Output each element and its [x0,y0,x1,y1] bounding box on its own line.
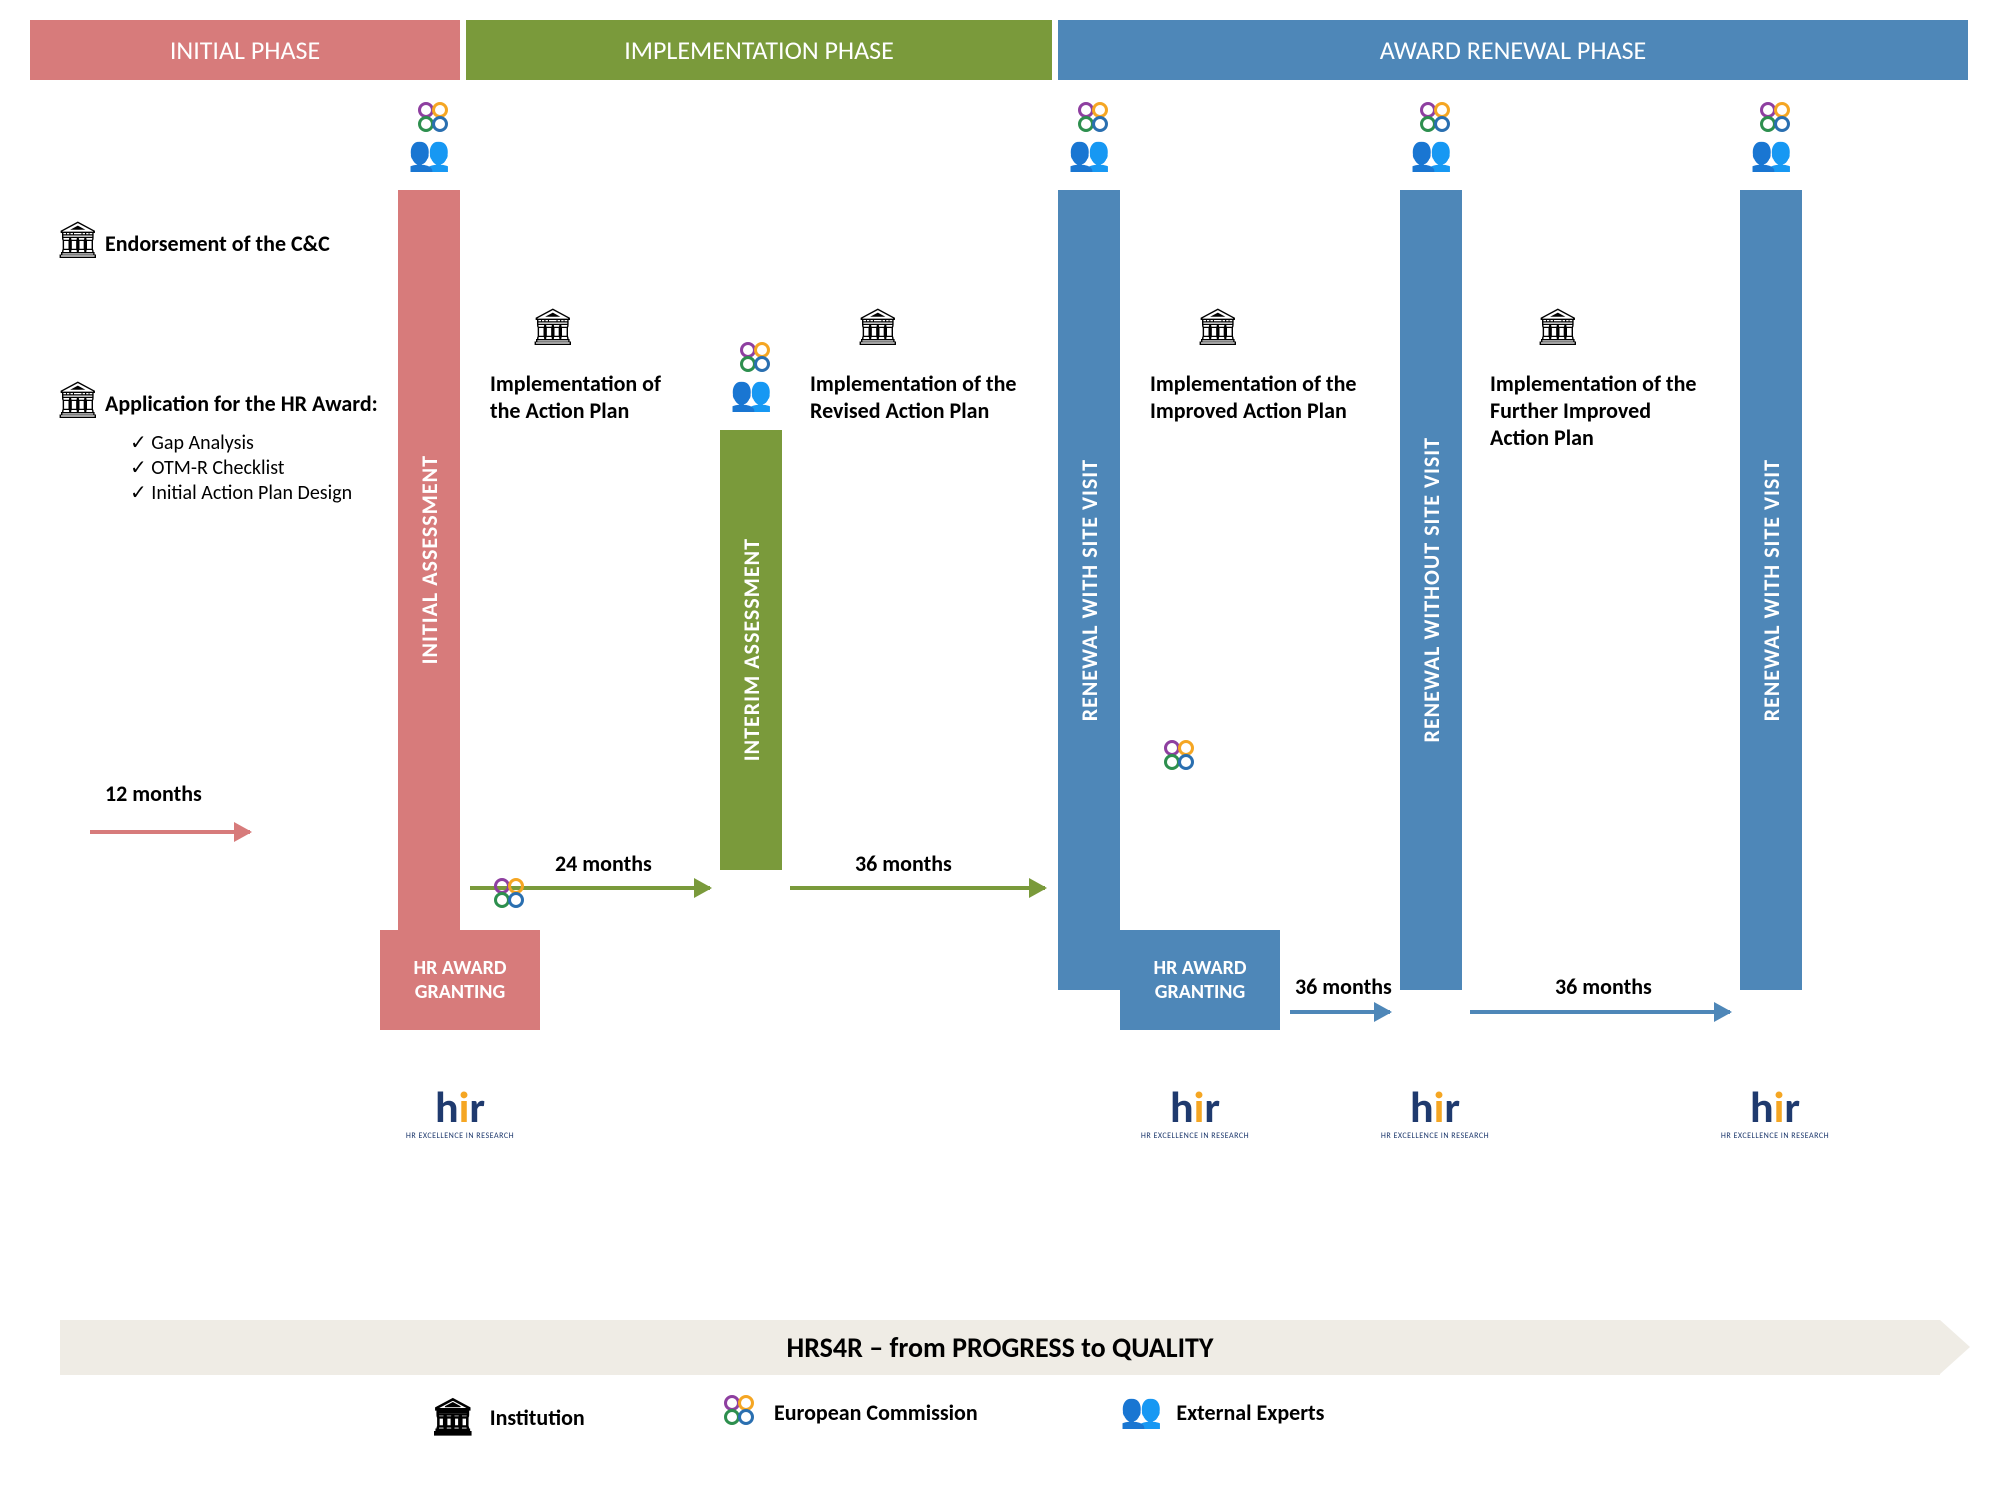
institution-icon: 🏛 [855,305,901,349]
bar-label: RENEWAL WITH SITE VISIT [1758,459,1785,721]
experts-cluster-icon: 👥 [1742,110,1802,180]
experts-cluster-icon: 👥 [722,350,782,420]
hr-logo-sub: HR EXCELLENCE IN RESEARCH [1380,1131,1490,1141]
check-item: OTM-R Checklist [130,455,352,480]
bar-interim-assessment: INTERIM ASSESSMENT [720,430,782,870]
endorsement-text: Endorsement of the C&C [105,230,330,257]
experts-cluster-icon: 👥 [1402,110,1462,180]
hr-award-granting-1: HR AWARD GRANTING [380,930,540,1030]
bar-label: INTERIM ASSESSMENT [738,538,765,761]
ec-circles-icon [490,878,530,912]
check-item: Initial Action Plan Design [130,480,352,505]
duration-24m: 24 months [555,850,652,877]
institution-icon: 🏛 [1195,305,1241,349]
bar-label: RENEWAL WITHOUT SITE VISIT [1418,437,1445,742]
hr-award-granting-2: HR AWARD GRANTING [1120,930,1280,1030]
institution-icon: 🏛 [55,218,101,262]
hr-logo-sub: HR EXCELLENCE IN RESEARCH [1140,1131,1250,1141]
legend-institution: 🏛 Institution [430,1395,585,1439]
check-item: Gap Analysis [130,430,352,455]
hr-excellence-logo: hir HR EXCELLENCE IN RESEARCH [405,1090,515,1141]
impl-text-1: Implementation of the Action Plan [490,370,690,424]
bar-renewal-no-site-visit: RENEWAL WITHOUT SITE VISIT [1400,190,1462,990]
legend-label: Institution [490,1404,585,1431]
institution-icon: 🏛 [1535,305,1581,349]
duration-36m-2: 36 months [1295,973,1392,1000]
bar-renewal-site-visit-2: RENEWAL WITH SITE VISIT [1740,190,1802,990]
impl-text-2: Implementation of the Revised Action Pla… [810,370,1020,424]
bar-label: RENEWAL WITH SITE VISIT [1076,459,1103,721]
people-icon: 👥 [1410,138,1452,172]
impl-text-4: Implementation of the Further Improved A… [1490,370,1710,451]
duration-36m-1: 36 months [855,850,952,877]
ec-circles-icon [414,102,454,136]
hr-logo-sub: HR EXCELLENCE IN RESEARCH [1720,1131,1830,1141]
impl-text-3: Implementation of the Improved Action Pl… [1150,370,1370,424]
ec-circles-icon [1756,102,1796,136]
people-icon: 👥 [408,138,450,172]
hr-logo-sub: HR EXCELLENCE IN RESEARCH [405,1131,515,1141]
ec-circles-icon [1074,102,1114,136]
arrow-36m-a [790,886,1045,890]
application-checklist: Gap Analysis OTM-R Checklist Initial Act… [130,430,352,505]
legend-label: European Commission [774,1399,978,1426]
phase-header-initial: INITIAL PHASE [30,20,460,80]
arrow-36m-b [1290,1010,1390,1014]
phase-header-implementation: IMPLEMENTATION PHASE [466,20,1052,80]
ec-circles-icon [1160,740,1200,774]
bar-initial-assessment: INITIAL ASSESSMENT [398,190,460,930]
arrow-36m-c [1470,1010,1730,1014]
legend-experts: 👥 External Experts [1120,1395,1324,1429]
bar-renewal-site-visit-1: RENEWAL WITH SITE VISIT [1058,190,1120,990]
hr-excellence-logo: hir HR EXCELLENCE IN RESEARCH [1140,1090,1250,1141]
people-icon: 👥 [730,378,772,412]
bottom-progress-bar: HRS4R – from PROGRESS to QUALITY [60,1320,1940,1375]
legend-ec: European Commission [720,1395,978,1429]
experts-cluster-icon: 👥 [1060,110,1120,180]
bar-label: INITIAL ASSESSMENT [416,455,443,664]
experts-cluster-icon: 👥 [400,110,460,180]
phase-header-renewal: AWARD RENEWAL PHASE [1058,20,1968,80]
people-icon: 👥 [1120,1395,1162,1429]
legend-label: External Experts [1176,1399,1324,1426]
institution-icon: 🏛 [430,1395,476,1439]
arrow-12m [90,830,250,834]
institution-icon: 🏛 [530,305,576,349]
application-text: Application for the HR Award: [105,390,378,417]
people-icon: 👥 [1750,138,1792,172]
ec-circles-icon [736,342,776,376]
ec-circles-icon [720,1395,760,1429]
hr-excellence-logo: hir HR EXCELLENCE IN RESEARCH [1720,1090,1830,1141]
ec-circles-icon [1416,102,1456,136]
duration-36m-3: 36 months [1555,973,1652,1000]
duration-12m: 12 months [105,780,202,807]
people-icon: 👥 [1068,138,1110,172]
hr-excellence-logo: hir HR EXCELLENCE IN RESEARCH [1380,1090,1490,1141]
institution-icon: 🏛 [55,378,101,422]
